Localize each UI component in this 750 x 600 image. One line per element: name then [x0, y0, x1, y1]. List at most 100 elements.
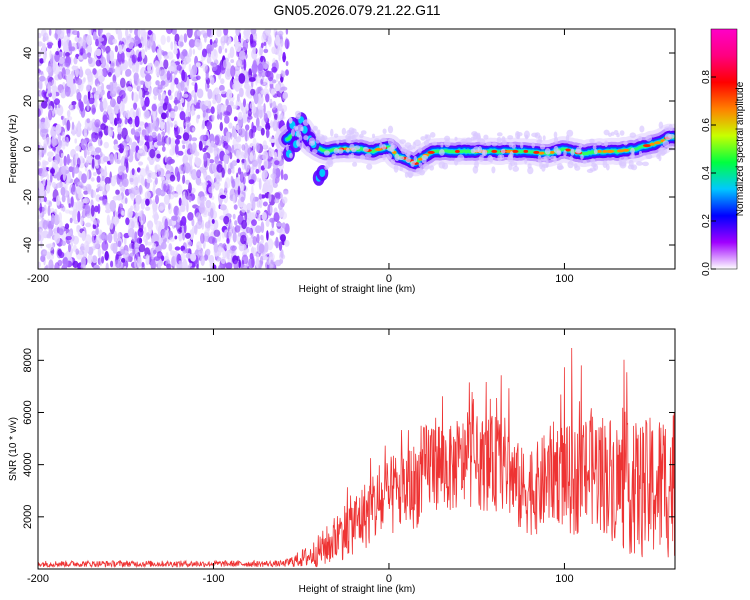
noise-blob [66, 153, 71, 166]
noise-blob [196, 241, 202, 251]
noise-blob [196, 169, 202, 179]
noise-blob [68, 40, 72, 52]
noise-blob [166, 263, 172, 269]
halo-blob [417, 146, 422, 154]
noise-blob [179, 111, 186, 121]
halo-blob [556, 163, 563, 171]
noise-blob [182, 144, 186, 149]
colorbar-bar [710, 28, 738, 270]
noise-blob [190, 169, 198, 181]
halo-blob [549, 155, 556, 161]
noise-blob [270, 259, 273, 264]
halo-blob [479, 138, 486, 145]
noise-blob [275, 236, 279, 249]
halo-blob [580, 154, 584, 160]
noise-blob [282, 91, 289, 99]
noise-blob [186, 56, 192, 63]
noise-blob [239, 171, 245, 183]
noise-blob [149, 252, 152, 263]
noise-blob [154, 177, 158, 185]
noise-blob [103, 141, 110, 149]
noise-blob [77, 120, 81, 133]
halo-blob [333, 133, 339, 138]
noise-blob [221, 37, 225, 42]
noise-blob [85, 244, 90, 254]
noise-blob [164, 230, 169, 239]
noise-blob [211, 114, 215, 121]
noise-blob [115, 189, 120, 195]
noise-blob [99, 167, 104, 173]
noise-blob [200, 233, 205, 244]
halo-blob [382, 128, 387, 135]
noise-blob [265, 122, 271, 131]
noise-blob [120, 264, 124, 269]
noise-blob [173, 105, 178, 112]
noise-blob [132, 247, 136, 255]
noise-blob [170, 41, 174, 50]
noise-blob [179, 34, 184, 42]
noise-blob [188, 182, 192, 194]
noise-blob [230, 245, 237, 252]
noise-blob [206, 29, 212, 37]
noise-blob [59, 203, 64, 209]
noise-blob [75, 248, 79, 255]
halo-blob [478, 154, 484, 163]
noise-blob [191, 142, 197, 151]
noise-blob [186, 29, 193, 38]
noise-blob [233, 116, 238, 122]
noise-blob [95, 48, 102, 57]
noise-blob [148, 135, 153, 142]
figure-title: GN05.2026.079.21.22.G11 [273, 2, 440, 18]
halo-blob [662, 140, 670, 148]
noise-blob [173, 125, 180, 136]
noise-blob [280, 193, 283, 199]
noise-blob [170, 62, 177, 72]
halo-blob [497, 154, 503, 162]
noise-blob [51, 79, 56, 88]
noise-blob [38, 108, 41, 118]
noise-blob [99, 234, 106, 240]
noise-blob [229, 162, 233, 170]
spectrogram-signal-trace [274, 110, 675, 186]
noise-blob [225, 262, 233, 269]
noise-blob [181, 60, 186, 70]
noise-blob [117, 29, 123, 41]
signal-peak [597, 149, 602, 153]
noise-blob [81, 138, 88, 151]
noise-blob [274, 160, 280, 166]
noise-blob [68, 243, 71, 253]
noise-blob [94, 98, 98, 108]
halo-blob [613, 130, 619, 136]
signal-peak [454, 149, 460, 153]
noise-blob [86, 52, 92, 58]
noise-blob [138, 121, 145, 126]
noise-blob [225, 131, 231, 143]
noise-blob [87, 70, 91, 77]
noise-blob [45, 136, 52, 147]
noise-blob [178, 197, 182, 207]
halo-blob [544, 147, 551, 155]
noise-blob [106, 233, 113, 243]
noise-blob [238, 73, 246, 84]
noise-blob [42, 32, 49, 41]
noise-blob [145, 74, 152, 82]
noise-blob [140, 36, 144, 42]
noise-blob [232, 225, 235, 235]
noise-blob [38, 221, 42, 229]
noise-blob [95, 59, 102, 67]
halo-blob [354, 145, 361, 150]
noise-blob [243, 30, 246, 36]
noise-blob [91, 255, 98, 264]
noise-blob [191, 109, 196, 116]
noise-blob [117, 132, 122, 141]
noise-blob [219, 194, 227, 199]
noise-blob [110, 175, 117, 187]
noise-blob [249, 152, 254, 162]
noise-blob [185, 179, 191, 185]
noise-blob [252, 236, 257, 246]
noise-blob [77, 181, 84, 186]
noise-blob [174, 235, 178, 240]
noise-blob [66, 110, 71, 118]
noise-blob [263, 161, 267, 169]
noise-blob [64, 85, 71, 97]
